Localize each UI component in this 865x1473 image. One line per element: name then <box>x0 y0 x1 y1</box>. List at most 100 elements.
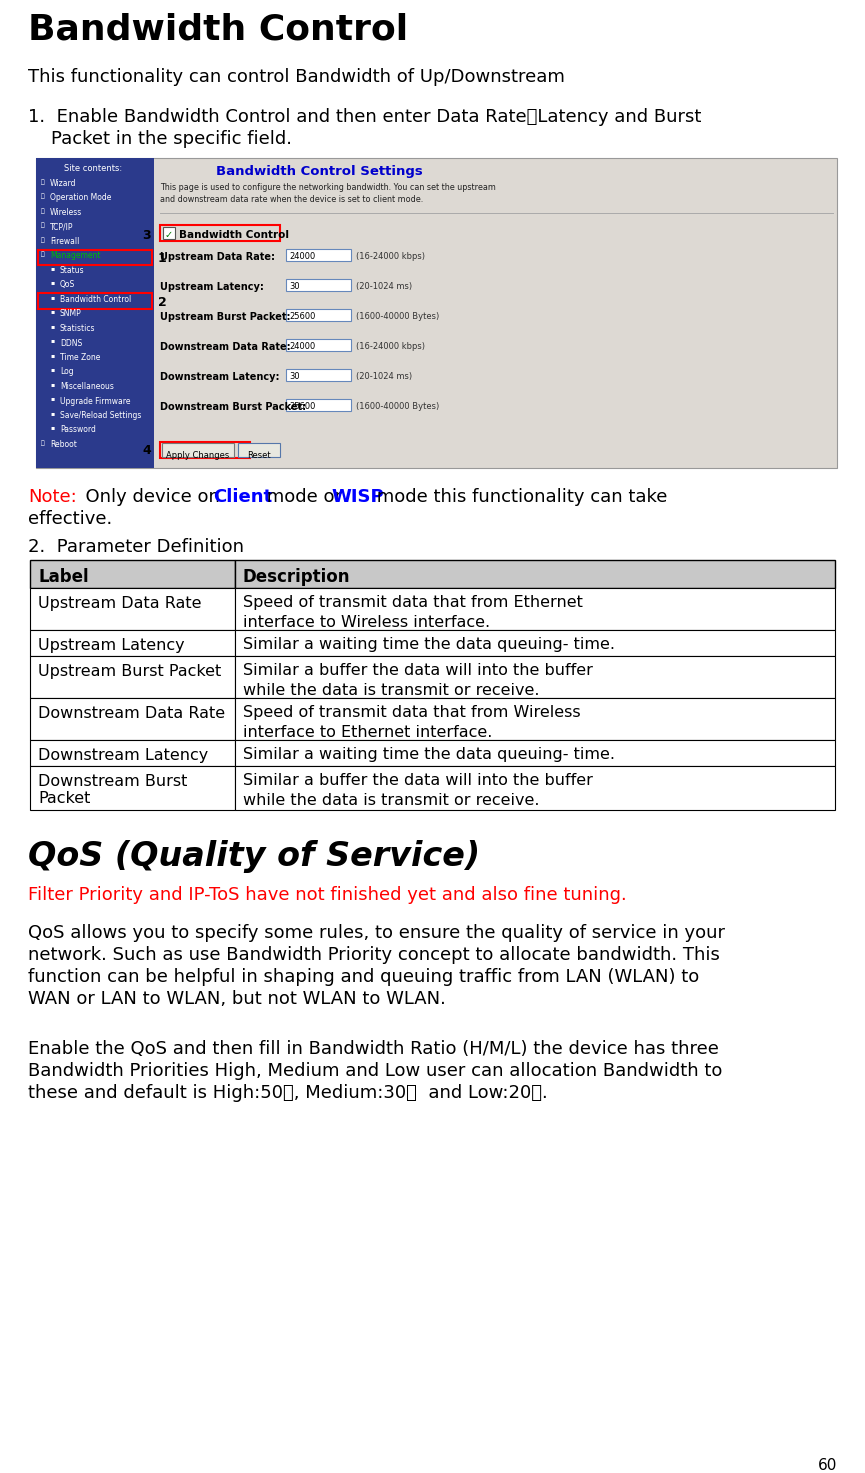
Text: 🗂: 🗂 <box>41 237 45 243</box>
Text: function can be helpful in shaping and queuing traffic from LAN (WLAN) to: function can be helpful in shaping and q… <box>28 968 699 985</box>
Bar <box>36 158 154 468</box>
Text: Downstream Burst
Packet: Downstream Burst Packet <box>38 773 188 806</box>
Text: Upstream Data Rate:: Upstream Data Rate: <box>160 252 275 262</box>
Text: 25600: 25600 <box>289 402 316 411</box>
Text: 1: 1 <box>158 252 167 265</box>
Text: Upgrade Firmware: Upgrade Firmware <box>60 396 131 405</box>
Bar <box>286 309 351 321</box>
Bar <box>235 739 835 766</box>
Text: QoS allows you to specify some rules, to ensure the quality of service in your: QoS allows you to specify some rules, to… <box>28 924 725 943</box>
Text: WISP: WISP <box>331 488 383 507</box>
Bar <box>286 399 351 411</box>
Text: 1.  Enable Bandwidth Control and then enter Data Rate、Latency and Burst: 1. Enable Bandwidth Control and then ent… <box>28 108 702 127</box>
Text: 3: 3 <box>142 228 151 242</box>
Text: ▪: ▪ <box>50 354 54 358</box>
Bar <box>286 278 351 292</box>
Text: SNMP: SNMP <box>60 309 82 318</box>
Text: mode this functionality can take: mode this functionality can take <box>371 488 668 507</box>
Text: Only device on: Only device on <box>74 488 226 507</box>
Text: ▪: ▪ <box>50 411 54 415</box>
Text: (20-1024 ms): (20-1024 ms) <box>356 281 412 292</box>
Bar <box>160 442 250 458</box>
Text: ▪: ▪ <box>50 396 54 402</box>
Bar <box>30 630 235 655</box>
Text: Downstream Burst Packet:: Downstream Burst Packet: <box>160 402 306 412</box>
Text: (1600-40000 Bytes): (1600-40000 Bytes) <box>356 402 439 411</box>
Text: QoS: QoS <box>60 280 75 290</box>
Text: network. Such as use Bandwidth Priority concept to allocate bandwidth. This: network. Such as use Bandwidth Priority … <box>28 946 720 963</box>
Text: Save/Reload Settings: Save/Reload Settings <box>60 411 141 420</box>
Text: Similar a buffer the data will into the buffer
while the data is transmit or rec: Similar a buffer the data will into the … <box>243 773 593 809</box>
Text: Time Zone: Time Zone <box>60 354 100 362</box>
Bar <box>235 698 835 739</box>
Text: 🗂: 🗂 <box>41 222 45 228</box>
Bar <box>30 739 235 766</box>
Text: 2.  Parameter Definition: 2. Parameter Definition <box>28 538 244 555</box>
Text: Description: Description <box>243 569 350 586</box>
Text: (20-1024 ms): (20-1024 ms) <box>356 373 412 382</box>
Text: Downstream Latency: Downstream Latency <box>38 748 208 763</box>
Text: ▪: ▪ <box>50 309 54 315</box>
Text: 2: 2 <box>158 296 167 309</box>
Bar <box>162 443 234 457</box>
Text: effective.: effective. <box>28 510 112 527</box>
Bar <box>30 655 235 698</box>
Bar <box>286 249 351 261</box>
Text: Downstream Data Rate:: Downstream Data Rate: <box>160 342 291 352</box>
Text: 60: 60 <box>817 1458 837 1473</box>
Bar <box>36 158 837 468</box>
Text: Bandwidth Control: Bandwidth Control <box>28 12 408 46</box>
Text: Similar a buffer the data will into the buffer
while the data is transmit or rec: Similar a buffer the data will into the … <box>243 663 593 698</box>
Text: Bandwidth Priorities High, Medium and Low user can allocation Bandwidth to: Bandwidth Priorities High, Medium and Lo… <box>28 1062 722 1080</box>
Text: Reboot: Reboot <box>50 440 77 449</box>
Text: ▪: ▪ <box>50 339 54 343</box>
Text: Bandwidth Control Settings: Bandwidth Control Settings <box>216 165 423 178</box>
Bar <box>235 588 835 630</box>
Text: Filter Priority and IP-ToS have not finished yet and also fine tuning.: Filter Priority and IP-ToS have not fini… <box>28 885 627 904</box>
Text: 30: 30 <box>289 281 299 292</box>
Bar <box>30 766 235 810</box>
Bar <box>160 225 280 242</box>
Text: TCP/IP: TCP/IP <box>50 222 74 231</box>
Bar <box>30 560 235 588</box>
Text: 24000: 24000 <box>289 252 315 261</box>
Text: mode or: mode or <box>261 488 348 507</box>
Text: Upstream Burst Packet:: Upstream Burst Packet: <box>160 312 291 323</box>
Text: ▪: ▪ <box>50 295 54 300</box>
Text: Wireless: Wireless <box>50 208 82 217</box>
Text: Firewall: Firewall <box>50 237 80 246</box>
Text: 🗂: 🗂 <box>41 252 45 258</box>
Bar <box>238 443 280 457</box>
Text: Reset: Reset <box>247 451 271 460</box>
Text: Downstream Data Rate: Downstream Data Rate <box>38 706 225 720</box>
Text: Log: Log <box>60 367 74 377</box>
Bar <box>163 227 175 239</box>
Text: ▪: ▪ <box>50 324 54 328</box>
Text: ▪: ▪ <box>50 426 54 430</box>
Text: Password: Password <box>60 426 96 435</box>
Text: Client: Client <box>213 488 272 507</box>
Text: Label: Label <box>38 569 88 586</box>
Text: Status: Status <box>60 267 85 275</box>
Text: Bandwidth Control: Bandwidth Control <box>179 230 289 240</box>
Text: WAN or LAN to WLAN, but not WLAN to WLAN.: WAN or LAN to WLAN, but not WLAN to WLAN… <box>28 990 445 1008</box>
Text: Speed of transmit data that from Ethernet
interface to Wireless interface.: Speed of transmit data that from Etherne… <box>243 595 583 630</box>
Text: Note:: Note: <box>28 488 77 507</box>
Text: Similar a waiting time the data queuing- time.: Similar a waiting time the data queuing-… <box>243 747 615 762</box>
Bar <box>235 766 835 810</box>
Bar <box>286 339 351 351</box>
Text: 🗂: 🗂 <box>41 180 45 184</box>
Text: Upstream Data Rate: Upstream Data Rate <box>38 597 202 611</box>
Text: Bandwidth Control: Bandwidth Control <box>60 295 131 303</box>
Text: (16-24000 kbps): (16-24000 kbps) <box>356 252 425 261</box>
Text: ✓: ✓ <box>164 230 173 240</box>
Text: ▪: ▪ <box>50 267 54 271</box>
Text: 30: 30 <box>289 373 299 382</box>
Text: Site contents:: Site contents: <box>64 164 122 172</box>
Text: Management: Management <box>50 252 100 261</box>
Text: Packet in the specific field.: Packet in the specific field. <box>28 130 292 147</box>
Text: Upstream Latency:: Upstream Latency: <box>160 281 264 292</box>
Text: 25600: 25600 <box>289 312 316 321</box>
Text: ▪: ▪ <box>50 382 54 387</box>
Bar <box>286 370 351 382</box>
